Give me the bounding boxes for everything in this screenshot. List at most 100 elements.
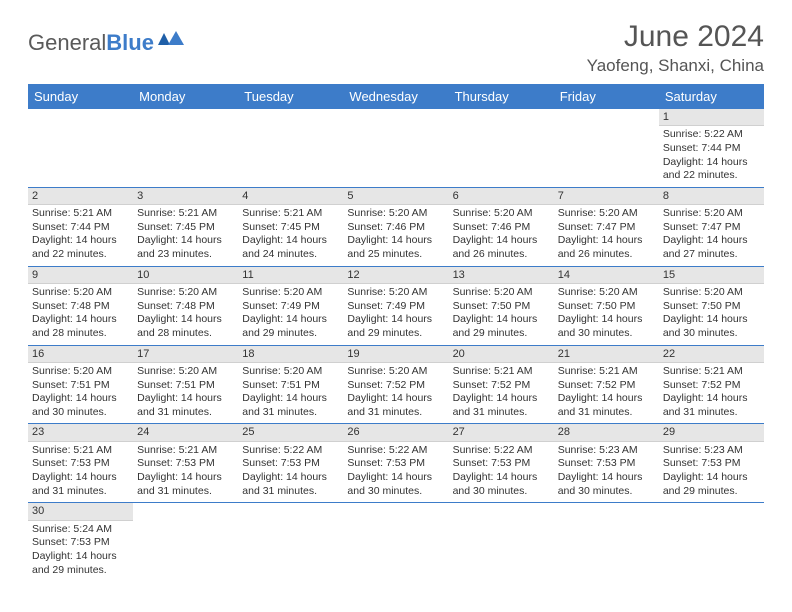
day-content: Sunrise: 5:22 AMSunset: 7:53 PMDaylight:… xyxy=(449,442,554,503)
weekday-header: Thursday xyxy=(449,84,554,109)
sunrise-text: Sunrise: 5:21 AM xyxy=(663,365,760,379)
daylight-text-2: and 31 minutes. xyxy=(347,406,444,420)
daylight-text-1: Daylight: 14 hours xyxy=(663,234,760,248)
day-number: 9 xyxy=(28,267,133,284)
daylight-text-1: Daylight: 14 hours xyxy=(32,471,129,485)
weekday-header: Sunday xyxy=(28,84,133,109)
day-content: Sunrise: 5:21 AMSunset: 7:45 PMDaylight:… xyxy=(133,205,238,266)
day-content: Sunrise: 5:24 AMSunset: 7:53 PMDaylight:… xyxy=(28,521,133,582)
day-content: Sunrise: 5:20 AMSunset: 7:50 PMDaylight:… xyxy=(554,284,659,345)
day-number: 21 xyxy=(554,346,659,363)
day-number: 11 xyxy=(238,267,343,284)
sunrise-text: Sunrise: 5:20 AM xyxy=(453,286,550,300)
sunrise-text: Sunrise: 5:24 AM xyxy=(32,523,129,537)
daylight-text-2: and 29 minutes. xyxy=(242,327,339,341)
day-number: 23 xyxy=(28,424,133,441)
daylight-text-1: Daylight: 14 hours xyxy=(32,313,129,327)
day-number: 7 xyxy=(554,188,659,205)
day-content: Sunrise: 5:21 AMSunset: 7:52 PMDaylight:… xyxy=(449,363,554,424)
daylight-text-2: and 28 minutes. xyxy=(32,327,129,341)
daylight-text-1: Daylight: 14 hours xyxy=(663,313,760,327)
calendar-cell xyxy=(449,109,554,187)
day-content: Sunrise: 5:20 AMSunset: 7:51 PMDaylight:… xyxy=(238,363,343,424)
day-content: Sunrise: 5:21 AMSunset: 7:53 PMDaylight:… xyxy=(133,442,238,503)
calendar-cell: 8Sunrise: 5:20 AMSunset: 7:47 PMDaylight… xyxy=(659,187,764,266)
sunrise-text: Sunrise: 5:21 AM xyxy=(453,365,550,379)
day-number: 22 xyxy=(659,346,764,363)
calendar-cell: 11Sunrise: 5:20 AMSunset: 7:49 PMDayligh… xyxy=(238,266,343,345)
calendar-cell xyxy=(238,109,343,187)
day-content: Sunrise: 5:21 AMSunset: 7:52 PMDaylight:… xyxy=(659,363,764,424)
sunrise-text: Sunrise: 5:20 AM xyxy=(347,207,444,221)
weekday-header: Tuesday xyxy=(238,84,343,109)
daylight-text-1: Daylight: 14 hours xyxy=(242,234,339,248)
weekday-header-row: Sunday Monday Tuesday Wednesday Thursday… xyxy=(28,84,764,109)
sunrise-text: Sunrise: 5:21 AM xyxy=(558,365,655,379)
day-number: 4 xyxy=(238,188,343,205)
sunset-text: Sunset: 7:52 PM xyxy=(663,379,760,393)
sunrise-text: Sunrise: 5:22 AM xyxy=(242,444,339,458)
calendar-cell: 27Sunrise: 5:22 AMSunset: 7:53 PMDayligh… xyxy=(449,424,554,503)
day-number: 3 xyxy=(133,188,238,205)
daylight-text-1: Daylight: 14 hours xyxy=(663,471,760,485)
sunset-text: Sunset: 7:53 PM xyxy=(32,536,129,550)
day-number: 13 xyxy=(449,267,554,284)
day-number: 29 xyxy=(659,424,764,441)
calendar-row: 23Sunrise: 5:21 AMSunset: 7:53 PMDayligh… xyxy=(28,424,764,503)
sunset-text: Sunset: 7:48 PM xyxy=(137,300,234,314)
daylight-text-2: and 30 minutes. xyxy=(558,485,655,499)
sunrise-text: Sunrise: 5:20 AM xyxy=(558,286,655,300)
daylight-text-1: Daylight: 14 hours xyxy=(558,471,655,485)
calendar-cell: 13Sunrise: 5:20 AMSunset: 7:50 PMDayligh… xyxy=(449,266,554,345)
calendar-page: GeneralBlue June 2024 Yaofeng, Shanxi, C… xyxy=(0,0,792,601)
sunset-text: Sunset: 7:52 PM xyxy=(347,379,444,393)
weekday-header: Friday xyxy=(554,84,659,109)
calendar-cell: 9Sunrise: 5:20 AMSunset: 7:48 PMDaylight… xyxy=(28,266,133,345)
calendar-cell: 3Sunrise: 5:21 AMSunset: 7:45 PMDaylight… xyxy=(133,187,238,266)
day-content: Sunrise: 5:20 AMSunset: 7:48 PMDaylight:… xyxy=(28,284,133,345)
sunset-text: Sunset: 7:51 PM xyxy=(137,379,234,393)
calendar-body: 1Sunrise: 5:22 AMSunset: 7:44 PMDaylight… xyxy=(28,109,764,581)
daylight-text-2: and 24 minutes. xyxy=(242,248,339,262)
sunset-text: Sunset: 7:51 PM xyxy=(32,379,129,393)
day-content: Sunrise: 5:20 AMSunset: 7:51 PMDaylight:… xyxy=(28,363,133,424)
daylight-text-2: and 28 minutes. xyxy=(137,327,234,341)
day-content: Sunrise: 5:21 AMSunset: 7:53 PMDaylight:… xyxy=(28,442,133,503)
calendar-cell: 16Sunrise: 5:20 AMSunset: 7:51 PMDayligh… xyxy=(28,345,133,424)
day-number: 25 xyxy=(238,424,343,441)
day-content: Sunrise: 5:20 AMSunset: 7:46 PMDaylight:… xyxy=(449,205,554,266)
weekday-header: Saturday xyxy=(659,84,764,109)
daylight-text-2: and 31 minutes. xyxy=(137,406,234,420)
day-number: 27 xyxy=(449,424,554,441)
calendar-cell xyxy=(133,503,238,581)
calendar-cell: 23Sunrise: 5:21 AMSunset: 7:53 PMDayligh… xyxy=(28,424,133,503)
day-number: 15 xyxy=(659,267,764,284)
daylight-text-2: and 31 minutes. xyxy=(137,485,234,499)
calendar-cell: 5Sunrise: 5:20 AMSunset: 7:46 PMDaylight… xyxy=(343,187,448,266)
calendar-row: 16Sunrise: 5:20 AMSunset: 7:51 PMDayligh… xyxy=(28,345,764,424)
sunset-text: Sunset: 7:45 PM xyxy=(242,221,339,235)
sunrise-text: Sunrise: 5:21 AM xyxy=(32,207,129,221)
daylight-text-2: and 23 minutes. xyxy=(137,248,234,262)
calendar-cell xyxy=(554,503,659,581)
day-content: Sunrise: 5:20 AMSunset: 7:47 PMDaylight:… xyxy=(554,205,659,266)
daylight-text-1: Daylight: 14 hours xyxy=(347,392,444,406)
daylight-text-1: Daylight: 14 hours xyxy=(663,392,760,406)
calendar-cell: 19Sunrise: 5:20 AMSunset: 7:52 PMDayligh… xyxy=(343,345,448,424)
logo-word-1: General xyxy=(28,30,106,55)
daylight-text-1: Daylight: 14 hours xyxy=(242,392,339,406)
day-content: Sunrise: 5:20 AMSunset: 7:51 PMDaylight:… xyxy=(133,363,238,424)
sunset-text: Sunset: 7:44 PM xyxy=(663,142,760,156)
calendar-table: Sunday Monday Tuesday Wednesday Thursday… xyxy=(28,84,764,581)
daylight-text-2: and 29 minutes. xyxy=(663,485,760,499)
daylight-text-1: Daylight: 14 hours xyxy=(347,471,444,485)
daylight-text-2: and 31 minutes. xyxy=(242,485,339,499)
day-content: Sunrise: 5:20 AMSunset: 7:50 PMDaylight:… xyxy=(449,284,554,345)
daylight-text-2: and 29 minutes. xyxy=(32,564,129,578)
calendar-row: 2Sunrise: 5:21 AMSunset: 7:44 PMDaylight… xyxy=(28,187,764,266)
calendar-cell: 22Sunrise: 5:21 AMSunset: 7:52 PMDayligh… xyxy=(659,345,764,424)
calendar-cell: 10Sunrise: 5:20 AMSunset: 7:48 PMDayligh… xyxy=(133,266,238,345)
day-number: 19 xyxy=(343,346,448,363)
daylight-text-1: Daylight: 14 hours xyxy=(137,392,234,406)
calendar-cell xyxy=(554,109,659,187)
